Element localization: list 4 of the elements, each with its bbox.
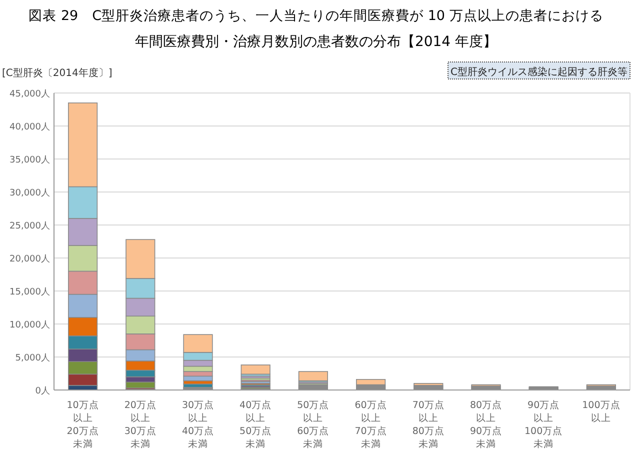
annotation: [C型肝炎〔2014年度〕] bbox=[2, 68, 112, 79]
annotation: C型肝炎ウイルス感染に起因する肝炎等 bbox=[448, 62, 630, 80]
subtitle: 年間医療費別・治療月数別の患者数の分布【2014 年度】 bbox=[134, 34, 498, 50]
title: 図表 29 C型肝炎治療患者のうち、一人当たりの年間医療費が 10 万点以上の患者における bbox=[28, 8, 604, 24]
